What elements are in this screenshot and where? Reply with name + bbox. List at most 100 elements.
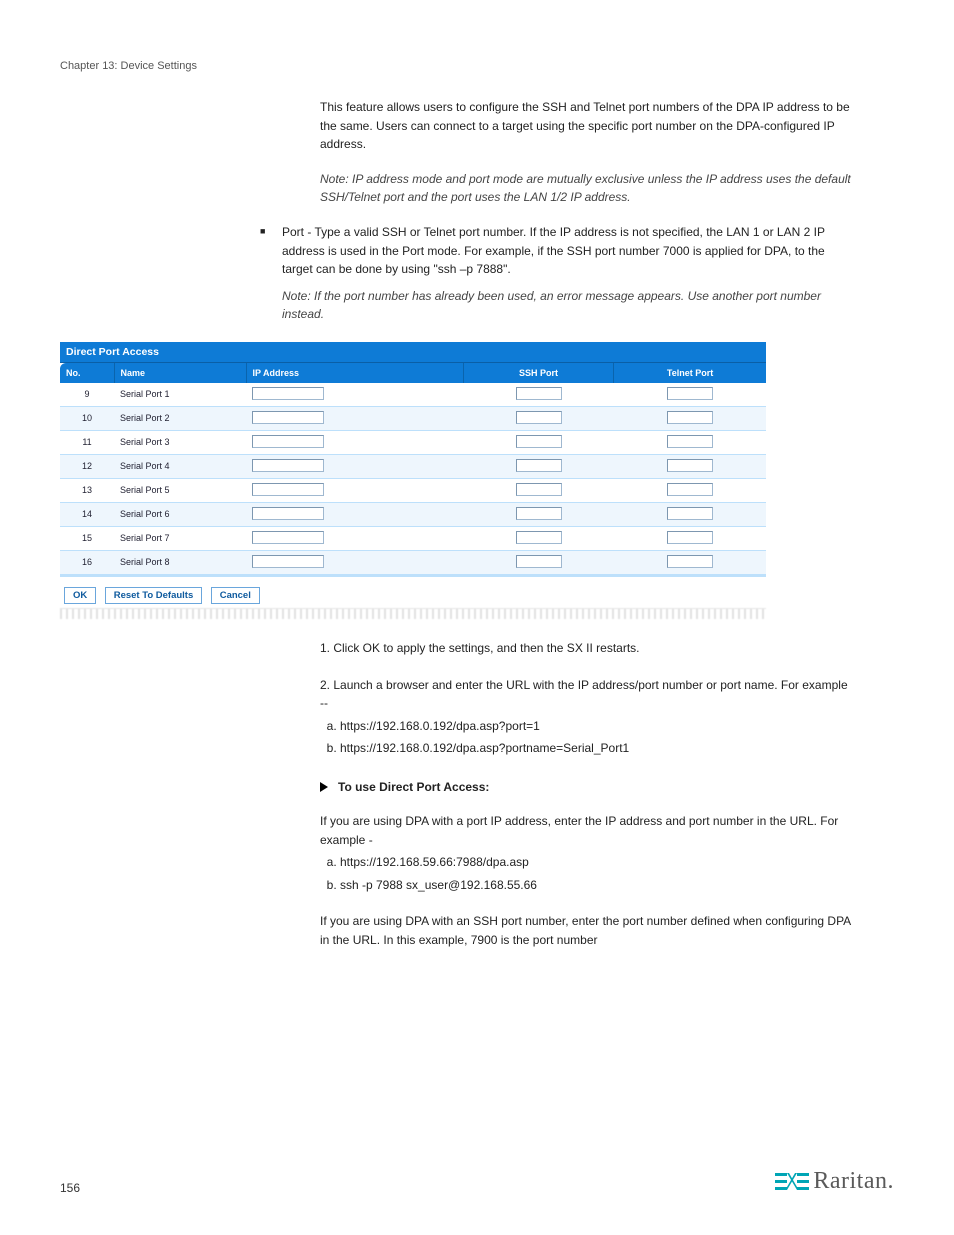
cell-telnet xyxy=(614,550,766,574)
cell-no: 13 xyxy=(60,478,114,502)
telnet-input[interactable] xyxy=(667,531,713,544)
cell-ip xyxy=(246,550,463,574)
table-row: 16Serial Port 8 xyxy=(60,550,766,574)
table-header-row: No. Name IP Address SSH Port Telnet Port xyxy=(60,363,766,383)
intro-note: Note: IP address mode and port mode are … xyxy=(320,170,854,207)
ok-button[interactable]: OK xyxy=(64,587,96,604)
cell-ssh xyxy=(463,430,613,454)
bullet-port-note: Note: If the port number has already bee… xyxy=(282,287,854,324)
step-2: 2. Launch a browser and enter the URL wi… xyxy=(320,676,854,758)
cell-ssh xyxy=(463,502,613,526)
table-row: 10Serial Port 2 xyxy=(60,406,766,430)
page: Chapter 13: Device Settings This feature… xyxy=(0,0,954,1235)
logo-icon xyxy=(775,1169,809,1195)
cell-no: 15 xyxy=(60,526,114,550)
table-row: 11Serial Port 3 xyxy=(60,430,766,454)
cell-no: 10 xyxy=(60,406,114,430)
cell-telnet xyxy=(614,526,766,550)
col-ip: IP Address xyxy=(246,363,463,383)
intro-paragraph: This feature allows users to configure t… xyxy=(320,98,854,154)
cancel-button[interactable]: Cancel xyxy=(211,587,260,604)
list-item: https://192.168.0.192/dpa.asp?portname=S… xyxy=(340,739,854,758)
cell-telnet xyxy=(614,478,766,502)
torn-edge xyxy=(60,608,766,619)
ip-input[interactable] xyxy=(252,435,324,448)
reset-button[interactable]: Reset To Defaults xyxy=(105,587,203,604)
cell-ssh xyxy=(463,550,613,574)
cell-no: 14 xyxy=(60,502,114,526)
cell-ip xyxy=(246,430,463,454)
list-item: ssh -p 7988 sx_user@192.168.55.66 xyxy=(340,876,854,895)
table-row: 13Serial Port 5 xyxy=(60,478,766,502)
cell-name: Serial Port 3 xyxy=(114,430,246,454)
ssh-input[interactable] xyxy=(516,507,562,520)
dpa-panel: Direct Port Access No. Name IP Address S… xyxy=(60,342,766,619)
telnet-input[interactable] xyxy=(667,555,713,568)
ip-input[interactable] xyxy=(252,411,324,424)
cell-name: Serial Port 4 xyxy=(114,454,246,478)
list-item: https://192.168.0.192/dpa.asp?port=1 xyxy=(340,717,854,736)
cell-telnet xyxy=(614,406,766,430)
cell-name: Serial Port 2 xyxy=(114,406,246,430)
to-heading: To use Direct Port Access: xyxy=(320,780,894,794)
col-ssh: SSH Port xyxy=(463,363,613,383)
col-telnet: Telnet Port xyxy=(614,363,766,383)
cell-ip xyxy=(246,502,463,526)
panel-title: Direct Port Access xyxy=(60,342,766,363)
logo: Raritan. xyxy=(775,1168,894,1195)
cell-ip xyxy=(246,406,463,430)
cell-telnet xyxy=(614,430,766,454)
table-row: 14Serial Port 6 xyxy=(60,502,766,526)
ssh-input[interactable] xyxy=(516,387,562,400)
ip-input[interactable] xyxy=(252,507,324,520)
bullet-port: ■ Port - Type a valid SSH or Telnet port… xyxy=(260,223,854,324)
telnet-input[interactable] xyxy=(667,435,713,448)
bullet-port-body: Port - Type a valid SSH or Telnet port n… xyxy=(282,225,825,276)
table-row: 12Serial Port 4 xyxy=(60,454,766,478)
cell-ssh xyxy=(463,383,613,407)
col-name: Name xyxy=(114,363,246,383)
cell-name: Serial Port 7 xyxy=(114,526,246,550)
cell-no: 16 xyxy=(60,550,114,574)
step-2-list: https://192.168.0.192/dpa.asp?port=1 http… xyxy=(320,717,854,758)
ip-input[interactable] xyxy=(252,459,324,472)
cell-name: Serial Port 8 xyxy=(114,550,246,574)
cell-ip xyxy=(246,454,463,478)
footer: 156 Raritan. xyxy=(60,1168,894,1195)
ssh-input[interactable] xyxy=(516,435,562,448)
telnet-input[interactable] xyxy=(667,387,713,400)
cell-name: Serial Port 1 xyxy=(114,383,246,407)
table-row: 9Serial Port 1 xyxy=(60,383,766,407)
ssh-input[interactable] xyxy=(516,411,562,424)
telnet-input[interactable] xyxy=(667,411,713,424)
telnet-input[interactable] xyxy=(667,483,713,496)
cell-telnet xyxy=(614,454,766,478)
table-row: 15Serial Port 7 xyxy=(60,526,766,550)
ssh-input[interactable] xyxy=(516,555,562,568)
step-4: If you are using DPA with an SSH port nu… xyxy=(320,912,854,949)
ip-input[interactable] xyxy=(252,387,324,400)
telnet-input[interactable] xyxy=(667,459,713,472)
list-item: https://192.168.59.66:7988/dpa.asp xyxy=(340,853,854,872)
cell-ip xyxy=(246,526,463,550)
bullet-icon: ■ xyxy=(260,223,282,324)
ip-input[interactable] xyxy=(252,555,324,568)
to-heading-text: To use Direct Port Access: xyxy=(338,780,489,794)
col-no: No. xyxy=(60,363,114,383)
page-number: 156 xyxy=(60,1181,80,1195)
cell-ssh xyxy=(463,526,613,550)
step-2-lead: 2. Launch a browser and enter the URL wi… xyxy=(320,678,848,711)
cell-no: 12 xyxy=(60,454,114,478)
ip-input[interactable] xyxy=(252,483,324,496)
logo-text: Raritan. xyxy=(813,1168,894,1195)
ssh-input[interactable] xyxy=(516,483,562,496)
ssh-input[interactable] xyxy=(516,459,562,472)
ssh-input[interactable] xyxy=(516,531,562,544)
step-1: 1. Click OK to apply the settings, and t… xyxy=(320,639,854,658)
cell-no: 11 xyxy=(60,430,114,454)
telnet-input[interactable] xyxy=(667,507,713,520)
button-row: OK Reset To Defaults Cancel xyxy=(60,575,766,608)
ip-input[interactable] xyxy=(252,531,324,544)
cell-telnet xyxy=(614,383,766,407)
cell-telnet xyxy=(614,502,766,526)
